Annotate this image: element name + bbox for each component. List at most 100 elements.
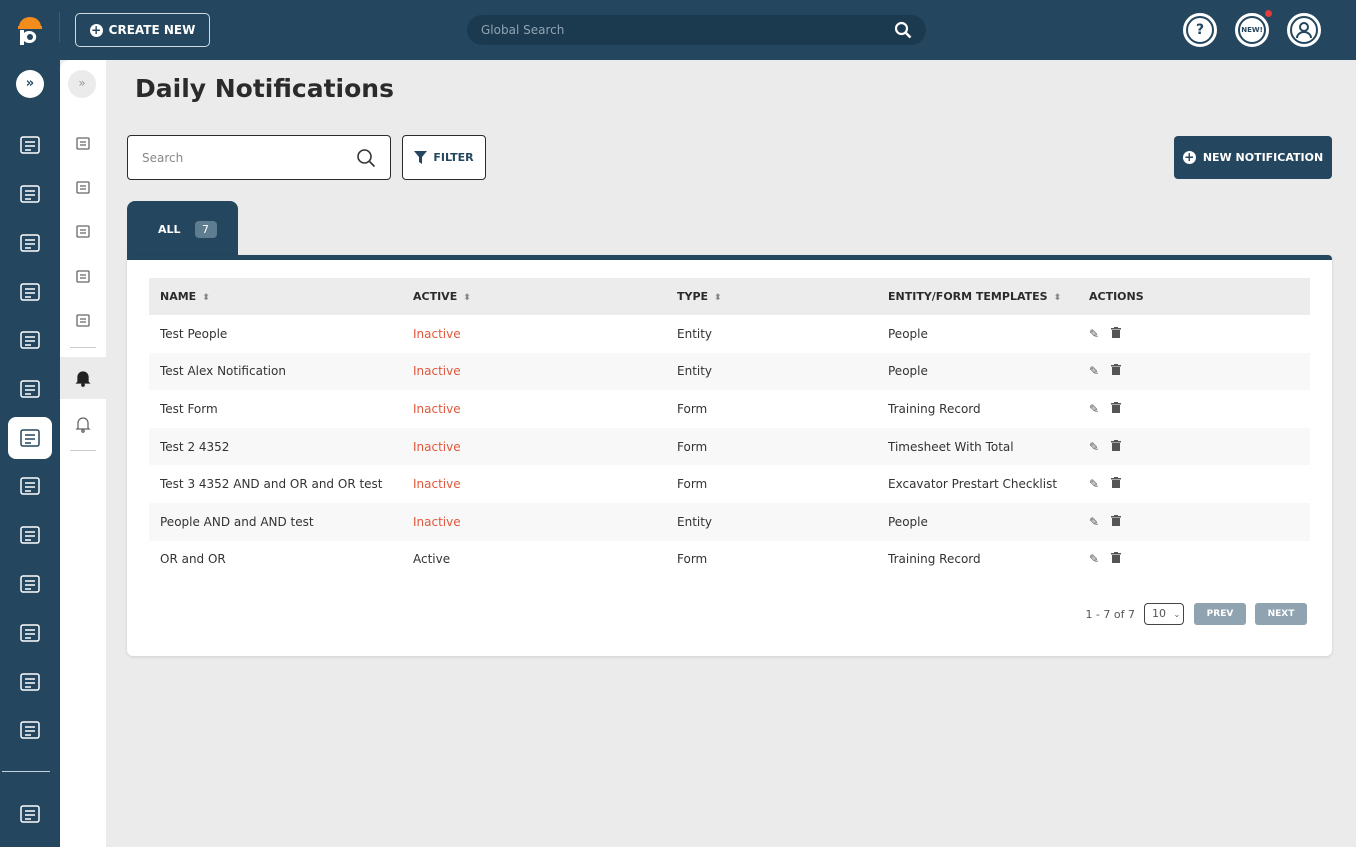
new-notification-button[interactable]: + NEW NOTIFICATION (1174, 136, 1332, 179)
reports-icon (76, 314, 90, 327)
filter-icon (414, 151, 428, 164)
new-icon: NEW! (1238, 16, 1266, 44)
incident-icon (20, 185, 40, 203)
sidebar-item-training[interactable] (8, 417, 52, 459)
create-new-button[interactable]: + CREATE NEW (75, 13, 210, 47)
trash-icon[interactable] (1111, 326, 1122, 341)
expand-sidebar-button[interactable]: » (16, 70, 44, 98)
table-row[interactable]: OR and OR Active Form Training Record ✎ (149, 541, 1310, 579)
sidebar-item-tools[interactable] (8, 612, 52, 654)
sidebar-item-finance[interactable] (8, 271, 52, 313)
sort-icon[interactable]: ⬍ (1053, 293, 1062, 303)
filter-label: FILTER (433, 151, 474, 164)
column-header-name[interactable]: NAME ⬍ (149, 278, 402, 315)
table-row[interactable]: Test 2 4352 Inactive Form Timesheet With To… (149, 427, 1310, 466)
sidebar-item-calendar[interactable] (8, 661, 52, 703)
help-button[interactable]: ? (1183, 13, 1217, 47)
table-row[interactable]: Test Alex Notification Inactive Entity Peop… (149, 352, 1310, 391)
cell-template: Excavator Prestart Checklist (888, 477, 1058, 492)
logo[interactable] (16, 14, 44, 46)
page-size-select[interactable]: 10 ⌄ (1144, 603, 1184, 625)
cell-template: People (877, 352, 1078, 391)
notifications-table: NAME ⬍ ACTIVE ⬍ TYPE ⬍ ENTITY/FORM TEMPLATE… (149, 278, 1310, 578)
subnav-item-daily-notifications[interactable] (60, 357, 106, 399)
bell-icon (75, 371, 91, 387)
bell-icon (75, 417, 91, 433)
trash-icon[interactable] (1111, 439, 1122, 454)
subnav-item-hazards[interactable] (60, 210, 106, 252)
expand-subnav-button[interactable]: » (68, 70, 96, 98)
edit-icon[interactable]: ✎ (1089, 364, 1100, 379)
filter-button[interactable]: FILTER (402, 135, 486, 180)
edit-icon[interactable]: ✎ (1089, 401, 1100, 416)
subnav-item-hierarchy[interactable] (60, 166, 106, 208)
sidebar-item-briefcase[interactable] (8, 368, 52, 410)
cell-actions: ✎ (1078, 427, 1310, 466)
table-row[interactable]: People AND and AND test Inactive Entity Peo… (149, 502, 1310, 541)
cell-name: Test People (160, 326, 228, 341)
subnav-item-courses[interactable] (60, 122, 106, 164)
cell-actions: ✎ (1078, 541, 1310, 579)
sidebar-item-buildings[interactable] (8, 124, 52, 166)
cell-active: Active (413, 552, 451, 567)
cell-active: Inactive (402, 352, 666, 391)
trash-icon[interactable] (1111, 477, 1122, 491)
column-header-templates[interactable]: ENTITY/FORM TEMPLATES ⬍ (877, 278, 1078, 315)
column-header-type[interactable]: TYPE ⬍ (666, 278, 877, 315)
column-header-active[interactable]: ACTIVE ⬍ (402, 278, 666, 315)
subnav-item-reports[interactable] (60, 299, 106, 341)
chemicals-icon (76, 270, 90, 283)
search-icon[interactable] (894, 21, 912, 39)
edit-icon[interactable]: ✎ (1089, 552, 1100, 567)
search-icon[interactable] (356, 148, 376, 168)
global-search[interactable] (467, 15, 926, 45)
edit-icon[interactable]: ✎ (1089, 514, 1100, 529)
table-row[interactable]: Test People Inactive Entity People ✎ (149, 315, 1310, 353)
cell-type: Form (677, 552, 708, 567)
subnav-item-chemicals[interactable] (60, 255, 106, 297)
cell-active: Inactive (402, 502, 666, 541)
calendar-icon (20, 673, 40, 691)
trash-icon[interactable] (1111, 514, 1122, 529)
edit-icon[interactable]: ✎ (1089, 477, 1100, 492)
sidebar-item-documents[interactable] (8, 319, 52, 361)
table-row[interactable]: Test 3 4352 AND and OR and OR test Inacti… (149, 465, 1310, 503)
pagination: 1 - 7 of 7 10 ⌄ PREV NEXT (1085, 603, 1307, 625)
sort-icon[interactable]: ⬍ (714, 293, 722, 303)
sidebar-item-reports[interactable] (8, 793, 52, 835)
divider (59, 12, 60, 42)
edit-icon[interactable]: ✎ (1089, 326, 1100, 341)
tab-all[interactable]: ALL 7 (127, 201, 238, 258)
next-button[interactable]: NEXT (1255, 603, 1307, 625)
notifications-table-card: NAME ⬍ ACTIVE ⬍ TYPE ⬍ ENTITY/FORM TEMPLATE… (127, 255, 1332, 656)
search-input[interactable] (142, 150, 342, 165)
buildings-icon (20, 136, 40, 154)
cell-template: People (888, 326, 928, 341)
search-box[interactable] (127, 135, 391, 180)
chevron-down-icon: ⌄ (1173, 610, 1181, 619)
trash-icon[interactable] (1111, 552, 1122, 566)
plus-icon: + (1182, 150, 1196, 164)
sidebar-item-machinery[interactable] (8, 563, 52, 605)
trash-icon[interactable] (1111, 401, 1122, 416)
edit-icon[interactable]: ✎ (1089, 439, 1100, 454)
global-search-input[interactable] (481, 23, 861, 37)
sidebar-item-checklist[interactable] (8, 709, 52, 751)
tools-icon (20, 624, 40, 642)
subnav-item-notifications[interactable] (60, 403, 106, 445)
sort-icon[interactable]: ⬍ (463, 293, 471, 303)
sort-icon[interactable]: ⬍ (202, 293, 210, 303)
sidebar-item-assets[interactable] (8, 465, 52, 507)
cell-actions: ✎ (1078, 502, 1310, 541)
profile-button[interactable] (1287, 13, 1321, 47)
table-row[interactable]: Test Form Inactive Form Training Record ✎ (149, 390, 1310, 428)
cell-actions: ✎ (1078, 390, 1310, 428)
sidebar-item-folder[interactable] (8, 222, 52, 264)
sidebar-item-people[interactable] (8, 514, 52, 556)
cell-template: People (877, 502, 1078, 541)
trash-icon[interactable] (1111, 364, 1122, 378)
prev-button[interactable]: PREV (1194, 603, 1246, 625)
cell-type: Form (677, 401, 708, 416)
whats-new-button[interactable]: NEW! (1235, 13, 1269, 47)
sidebar-item-incident[interactable] (8, 173, 52, 215)
